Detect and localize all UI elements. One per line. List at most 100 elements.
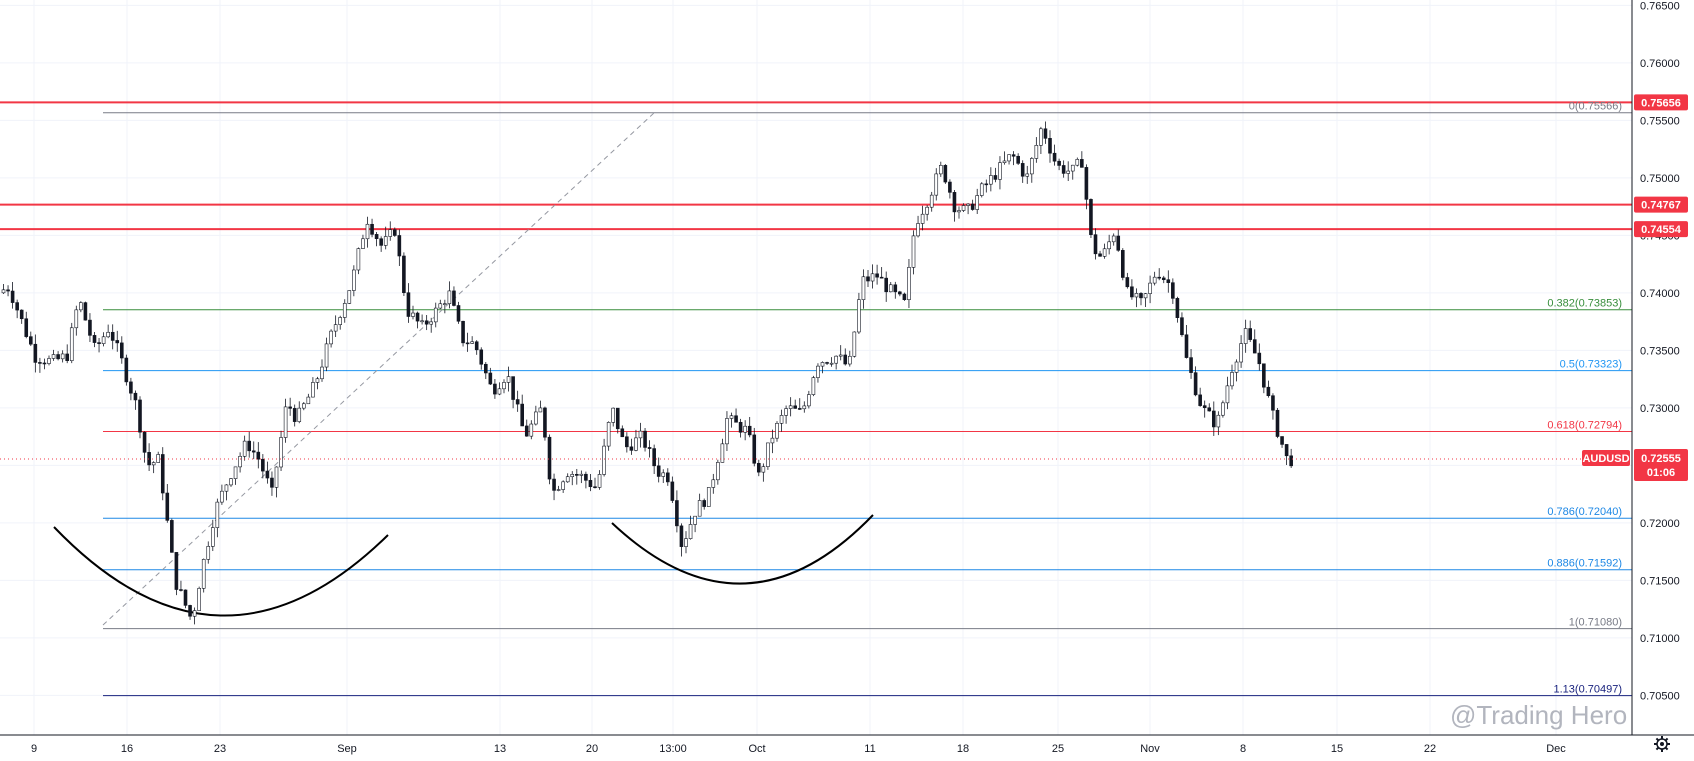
candle-body (424, 320, 429, 325)
candle-body (261, 458, 265, 472)
candle-body (1070, 164, 1075, 172)
candle-body (761, 466, 766, 473)
candle-body (825, 362, 829, 364)
candle-body (656, 465, 661, 477)
horizontal-levels[interactable] (0, 101, 1632, 231)
fibonacci-retracement[interactable] (103, 112, 1632, 697)
candle-body (142, 431, 147, 453)
candle-body (652, 448, 656, 467)
symbol-badge (1582, 450, 1630, 466)
last-price-badge (1634, 449, 1688, 481)
candle-body (10, 290, 15, 303)
candle-body (211, 527, 215, 547)
candle-body (711, 479, 716, 488)
candle-body (1284, 444, 1289, 457)
drawing-annotations[interactable] (53, 111, 874, 626)
candle-body (775, 423, 779, 439)
candle-body (206, 546, 211, 560)
candle-body (565, 476, 570, 483)
candle-body (998, 162, 1002, 180)
bar-countdown-label: 01:06 (1647, 467, 1675, 479)
candle-body (420, 320, 424, 323)
fib-level-label: 0.618(0.72794) (1547, 420, 1622, 432)
candle-body (69, 327, 74, 361)
candle-body (702, 500, 707, 507)
watermark: @Trading Hero (1450, 700, 1627, 730)
candle-body (720, 443, 725, 463)
price-axis[interactable] (1631, 0, 1694, 761)
candle-body (74, 309, 79, 329)
candle-body (220, 490, 224, 503)
candle-body (779, 415, 784, 424)
level-price-badge (1634, 94, 1688, 111)
candle-body (756, 462, 761, 473)
rounding-bottom-arc-left[interactable] (53, 526, 389, 617)
candle-body (847, 355, 852, 365)
candle-body (411, 312, 415, 317)
candle-body (1125, 277, 1130, 288)
candle-body (415, 312, 420, 322)
candle-body (602, 445, 606, 475)
candle-body (1225, 385, 1230, 404)
candle-body (529, 423, 534, 437)
candle-body (165, 492, 170, 521)
candle-body (47, 358, 51, 364)
candle-body (51, 354, 56, 359)
candle-body (788, 405, 793, 409)
candle-body (898, 291, 902, 295)
candle-body (729, 415, 734, 419)
candle-body (493, 383, 497, 395)
y-tick-label: 0.73500 (1640, 345, 1680, 357)
candle-body (106, 331, 110, 338)
candle-body (634, 437, 638, 451)
x-tick-label: 13:00 (659, 743, 687, 755)
candle-body (470, 341, 474, 344)
candle-body (215, 501, 220, 528)
candle-body (1198, 394, 1202, 406)
y-tick-label: 0.76000 (1640, 58, 1680, 70)
candle-body (19, 309, 24, 320)
candle-body (333, 324, 338, 332)
candle-body (461, 320, 465, 344)
candle-body (938, 165, 943, 175)
candle-body (33, 343, 38, 363)
candle-body (292, 408, 297, 422)
candle-body (1116, 235, 1121, 251)
candle-body (1052, 152, 1057, 162)
candle-body (456, 305, 461, 322)
candle-body (1280, 436, 1284, 445)
candle-body (443, 303, 447, 305)
candle-body (688, 524, 693, 539)
candle-body (620, 428, 625, 438)
y-tick-label: 0.72000 (1640, 518, 1680, 530)
candle-body (961, 205, 966, 211)
candle-body (1252, 339, 1257, 354)
candle-body (843, 354, 848, 365)
x-tick-label: 18 (957, 743, 969, 755)
candle-body (1262, 363, 1266, 388)
y-tick-label: 0.74000 (1640, 288, 1680, 300)
candle-body (1193, 372, 1198, 396)
candle-body (438, 303, 443, 309)
candle-body (552, 478, 556, 491)
candle-body (197, 588, 201, 611)
fib-trend-line[interactable] (102, 111, 656, 626)
candle-body (684, 538, 688, 547)
time-axis[interactable] (0, 734, 1694, 761)
candle-body (643, 430, 647, 448)
candle-body (1180, 317, 1184, 336)
candle-body (1271, 395, 1275, 411)
x-tick-label: Nov (1140, 743, 1160, 755)
candlestick-series (1, 121, 1293, 625)
candle-body (1175, 298, 1180, 318)
candle-body (679, 525, 684, 547)
candle-body (852, 331, 857, 357)
candle-body (479, 349, 484, 365)
candle-body (1230, 372, 1234, 387)
candle-body (970, 203, 975, 210)
rounding-bottom-arc-right[interactable] (611, 514, 874, 585)
settings-gear-icon[interactable] (1654, 736, 1670, 752)
fibonacci-labels: 0(0.75566) 0.382(0.73853) 0.5(0.73323) 0.61… (1547, 101, 1622, 696)
candle-body (1043, 128, 1048, 139)
